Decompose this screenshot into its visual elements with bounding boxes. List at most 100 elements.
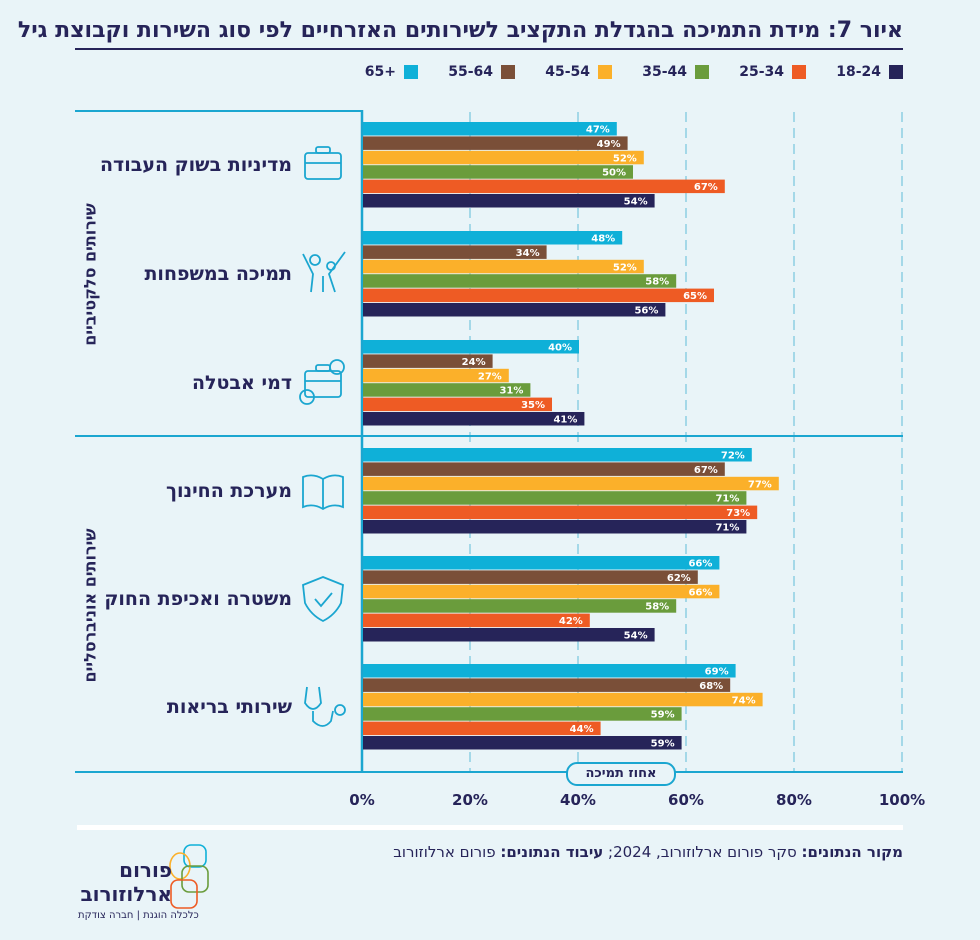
data-label: 58% [645,602,669,613]
bar-25-34-0 [363,179,725,194]
legend-label: 25-34 [739,64,784,80]
data-label: 71% [715,494,739,505]
data-label: 58% [645,277,669,288]
legend-item: 65+ [321,64,418,80]
bar-35-44-1 [363,274,677,288]
category-label: תמיכה במשפחות [144,263,292,285]
legend: 18-24 25-34 35-44 45-54 55-64 65+ [321,64,903,80]
data-label: 42% [559,616,583,627]
data-label: 48% [591,234,615,245]
bar-55-64-2 [363,354,493,368]
data-label: 66% [688,587,712,598]
source-label: מקור הנתונים: [801,843,903,861]
bar-25-34-5 [363,721,601,736]
legend-label: 18-24 [836,64,881,80]
x-axis-label: אחוז תמיכה [566,762,676,786]
data-label: 54% [624,197,648,208]
logo-tagline: כלכלה הוגנת | חברה צודקת [78,910,199,921]
bar-35-44-0 [363,165,633,179]
data-label: 54% [624,631,648,642]
bar-45-54-3 [363,476,779,491]
data-label: 67% [694,465,718,476]
x-tick-label: 60% [668,791,704,809]
legend-label: 45-54 [545,64,590,80]
x-tick-label: 20% [452,791,488,809]
bar-25-34-1 [363,288,714,303]
data-label: 52% [613,262,637,273]
data-label: 41% [553,415,577,426]
bar-18-24-5 [363,736,682,750]
group-label-universal: שירותים אוניברסליים [80,528,100,683]
category-label: מדיניות בשוק העבודה [100,154,292,176]
data-label: 73% [726,508,750,519]
x-tick-label: 40% [560,791,596,809]
x-tick-label: 80% [776,791,812,809]
source-note: מקור הנתונים: סקר פורום ארלוזורוב, 2024;… [393,843,903,861]
legend-label: 65+ [364,64,396,80]
data-label: 74% [732,695,756,706]
data-label: 66% [688,559,712,570]
data-label: 69% [705,667,729,678]
legend-item: 45-54 [515,64,612,80]
category-label: שירותי בריאות [166,696,292,718]
logo-line2: ארלוזורוב [80,882,172,906]
x-tick-label: 100% [878,791,926,809]
data-label: 34% [516,248,540,259]
family-icon [302,251,346,293]
bar-65+-5 [363,664,736,678]
data-label: 35% [521,400,545,411]
bar-25-34-4 [363,613,590,628]
bar-35-44-5 [363,707,682,721]
data-label: 62% [667,573,691,584]
bar-45-54-4 [363,584,720,599]
bar-35-44-2 [363,383,531,397]
unemployment-briefcase-icon [299,359,345,405]
bar-25-34-2 [363,397,552,412]
bar-65+-2 [363,340,579,354]
bar-45-54-0 [363,150,644,165]
data-label: 67% [694,182,718,193]
chart-title: איור 7: מידת התמיכה בהגדלת התקציב לשירות… [17,18,903,43]
data-label: 47% [586,125,610,136]
data-label: 56% [634,306,658,317]
data-label: 59% [651,739,675,750]
category-label: משטרה ואכיפת החוק [104,588,292,610]
logo-line1: פורום [119,858,172,882]
category-label: מערכת החינוך [165,480,292,502]
x-tick-label: 0% [349,791,375,809]
bar-65+-3 [363,448,752,462]
bar-55-64-1 [363,245,547,259]
bar-45-54-1 [363,259,644,274]
bar-35-44-4 [363,599,677,613]
legend-swatch [598,65,612,79]
legend-item: 55-64 [418,64,515,80]
bar-45-54-5 [363,692,763,707]
legend-swatch [889,65,903,79]
bar-65+-4 [363,556,720,570]
data-label: 27% [478,371,502,382]
bar-25-34-3 [363,505,758,520]
legend-label: 35-44 [642,64,687,80]
processing-label: עיבוד הנתונים: [500,843,604,861]
legend-swatch [404,65,418,79]
title-underline [75,48,903,50]
data-label: 50% [602,168,626,179]
shield-check-icon [302,576,344,623]
legend-item: 35-44 [612,64,709,80]
data-label: 52% [613,153,637,164]
data-label: 44% [570,724,594,735]
data-label: 71% [715,523,739,534]
bar-18-24-1 [363,303,666,317]
bar-55-64-0 [363,136,628,150]
bar-55-64-5 [363,678,731,692]
bar-35-44-3 [363,491,747,505]
data-label: 31% [499,386,523,397]
legend-swatch [792,65,806,79]
bar-18-24-4 [363,628,655,642]
data-label: 24% [462,357,486,368]
bar-45-54-2 [363,368,509,383]
data-label: 68% [699,681,723,692]
source-text: סקר פורום ארלוזורוב, 2024; [603,843,802,861]
